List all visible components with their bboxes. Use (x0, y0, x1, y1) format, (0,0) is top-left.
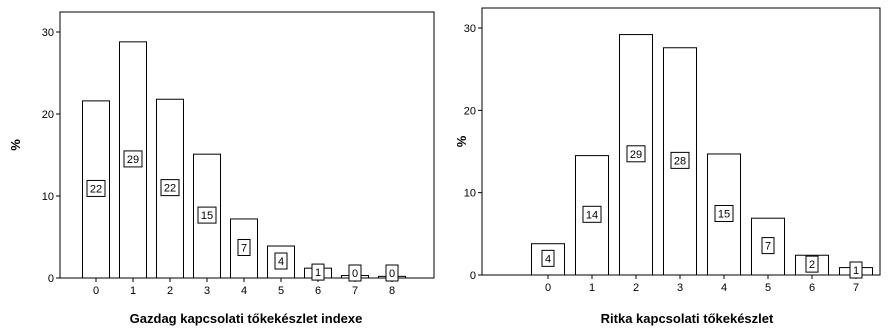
data-label-box (582, 205, 602, 223)
y-tick-label: 20 (42, 109, 54, 121)
x-axis-title: Gazdag kapcsolati tőkekészlet indexe (130, 311, 363, 326)
data-label-box (237, 238, 251, 256)
y-axis-title: % (8, 139, 23, 151)
x-axis-title: Ritka kapcsolati tőkekészlet (601, 311, 774, 326)
x-tick-label: 7 (853, 282, 859, 294)
data-label-box (348, 264, 362, 282)
y-tick-label: 20 (464, 105, 476, 117)
x-tick-label: 0 (93, 285, 99, 297)
data-label-box (274, 252, 288, 270)
y-tick-label: 10 (464, 188, 476, 200)
data-label: 15 (201, 210, 213, 222)
chart-right: 0 10 20 30 0 4 1 14 2 29 3 28 4 15 5 7 6 2 7 1 Ritka kapcsol… (454, 7, 881, 326)
data-label-box (160, 179, 180, 197)
data-label: 28 (674, 155, 686, 167)
data-label: 1 (315, 267, 321, 279)
data-label: 0 (389, 268, 395, 280)
x-tick-label: 3 (677, 282, 683, 294)
x-tick-label: 6 (315, 285, 321, 297)
x-tick-label: 2 (633, 282, 639, 294)
y-tick-label: 0 (470, 270, 476, 282)
x-tick-label: 1 (589, 282, 595, 294)
data-label: 14 (586, 209, 598, 221)
data-label-box (123, 150, 143, 168)
data-label-box (849, 261, 863, 279)
x-tick-label: 0 (545, 282, 551, 294)
data-label-box (805, 255, 819, 273)
y-tick-label: 30 (464, 23, 476, 35)
y-tick-label: 30 (42, 27, 54, 39)
y-axis-title: % (454, 135, 469, 147)
data-label: 29 (127, 154, 139, 166)
data-label-box (541, 249, 555, 267)
data-label: 7 (765, 241, 771, 253)
x-tick-label: 5 (278, 285, 284, 297)
data-label: 7 (241, 242, 247, 254)
x-tick-label: 4 (721, 282, 727, 294)
data-label: 15 (718, 208, 730, 220)
x-tick-label: 2 (167, 285, 173, 297)
data-label: 0 (352, 268, 358, 280)
x-tick-label: 3 (204, 285, 210, 297)
data-label: 1 (853, 265, 859, 277)
data-label: 4 (545, 253, 551, 265)
data-label-box (761, 237, 775, 255)
data-label: 22 (90, 183, 102, 195)
x-tick-label: 4 (241, 285, 247, 297)
data-label-box (385, 264, 399, 282)
data-label: 29 (630, 149, 642, 161)
data-label: 4 (278, 256, 284, 268)
data-label: 2 (809, 259, 815, 271)
y-tick-label: 10 (42, 191, 54, 203)
x-tick-label: 1 (130, 285, 136, 297)
data-label-box (714, 204, 734, 222)
y-tick-label: 0 (48, 273, 54, 285)
data-label-box (670, 151, 690, 169)
data-label: 22 (164, 183, 176, 195)
data-label-box (311, 263, 325, 281)
x-tick-label: 6 (809, 282, 815, 294)
x-tick-label: 5 (765, 282, 771, 294)
data-label-box (86, 179, 106, 197)
data-label-box (197, 206, 217, 224)
x-tick-label: 8 (389, 285, 395, 297)
data-label-box (626, 145, 646, 163)
x-tick-label: 7 (352, 285, 358, 297)
